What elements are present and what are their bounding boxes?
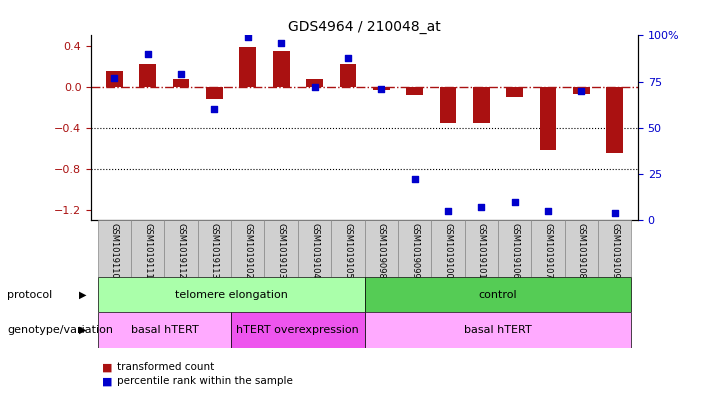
Text: basal hTERT: basal hTERT xyxy=(130,325,198,335)
Point xyxy=(509,198,520,205)
Text: GSM1019099: GSM1019099 xyxy=(410,223,419,279)
Point xyxy=(609,209,620,216)
Bar xyxy=(98,312,231,348)
Point xyxy=(543,208,554,214)
Point xyxy=(142,51,154,57)
Text: GSM1019098: GSM1019098 xyxy=(376,223,386,279)
Bar xyxy=(531,220,564,277)
Bar xyxy=(165,220,198,277)
Text: GSM1019111: GSM1019111 xyxy=(143,223,152,279)
Point xyxy=(175,71,186,77)
Point xyxy=(576,88,587,94)
Text: ■: ■ xyxy=(102,362,112,373)
Point xyxy=(309,84,320,90)
Text: GSM1019105: GSM1019105 xyxy=(343,223,353,279)
Bar xyxy=(231,312,365,348)
Text: GSM1019113: GSM1019113 xyxy=(210,223,219,279)
Bar xyxy=(373,87,390,90)
Bar xyxy=(606,87,623,153)
Text: ▶: ▶ xyxy=(79,290,86,300)
Bar xyxy=(540,87,556,150)
Bar xyxy=(431,220,465,277)
Text: hTERT overexpression: hTERT overexpression xyxy=(236,325,359,335)
Text: control: control xyxy=(479,290,517,300)
Bar xyxy=(198,220,231,277)
Bar xyxy=(98,277,365,312)
Bar xyxy=(440,87,456,123)
Bar xyxy=(139,64,156,87)
Bar xyxy=(98,220,131,277)
Text: GSM1019101: GSM1019101 xyxy=(477,223,486,279)
Text: GSM1019109: GSM1019109 xyxy=(610,223,619,279)
Bar xyxy=(206,87,223,99)
Bar xyxy=(365,220,398,277)
Point xyxy=(475,204,486,210)
Text: GSM1019103: GSM1019103 xyxy=(277,223,286,279)
Text: GSM1019100: GSM1019100 xyxy=(443,223,452,279)
Bar xyxy=(473,87,489,123)
Text: percentile rank within the sample: percentile rank within the sample xyxy=(117,376,293,386)
Point xyxy=(109,75,120,81)
Text: GSM1019107: GSM1019107 xyxy=(543,223,552,279)
Bar xyxy=(406,87,423,95)
Text: transformed count: transformed count xyxy=(117,362,215,373)
Text: GSM1019108: GSM1019108 xyxy=(577,223,586,279)
Bar xyxy=(306,79,323,87)
Bar xyxy=(173,79,189,87)
Bar xyxy=(506,87,523,97)
Bar xyxy=(231,220,264,277)
Point xyxy=(209,106,220,112)
Bar xyxy=(573,87,590,94)
Point xyxy=(409,176,420,183)
Text: GDS4964 / 210048_at: GDS4964 / 210048_at xyxy=(288,20,441,34)
Bar xyxy=(240,47,256,87)
Bar xyxy=(365,312,631,348)
Text: GSM1019110: GSM1019110 xyxy=(110,223,119,279)
Text: GSM1019104: GSM1019104 xyxy=(310,223,319,279)
Point xyxy=(243,34,254,40)
Text: ▶: ▶ xyxy=(79,325,86,335)
Text: genotype/variation: genotype/variation xyxy=(7,325,113,335)
Bar xyxy=(465,220,498,277)
Bar xyxy=(131,220,165,277)
Text: basal hTERT: basal hTERT xyxy=(464,325,532,335)
Bar xyxy=(365,277,631,312)
Bar xyxy=(598,220,631,277)
Bar xyxy=(564,220,598,277)
Bar xyxy=(264,220,298,277)
Bar xyxy=(331,220,365,277)
Text: GSM1019102: GSM1019102 xyxy=(243,223,252,279)
Point xyxy=(376,86,387,92)
Text: protocol: protocol xyxy=(7,290,53,300)
Bar xyxy=(498,220,531,277)
Point xyxy=(275,40,287,46)
Text: GSM1019106: GSM1019106 xyxy=(510,223,519,279)
Bar xyxy=(339,64,356,87)
Text: GSM1019112: GSM1019112 xyxy=(177,223,186,279)
Bar xyxy=(106,71,123,87)
Point xyxy=(442,208,454,214)
Bar xyxy=(298,220,331,277)
Point xyxy=(342,54,353,61)
Bar xyxy=(398,220,431,277)
Text: ■: ■ xyxy=(102,376,112,386)
Text: telomere elongation: telomere elongation xyxy=(175,290,287,300)
Bar xyxy=(273,51,290,87)
